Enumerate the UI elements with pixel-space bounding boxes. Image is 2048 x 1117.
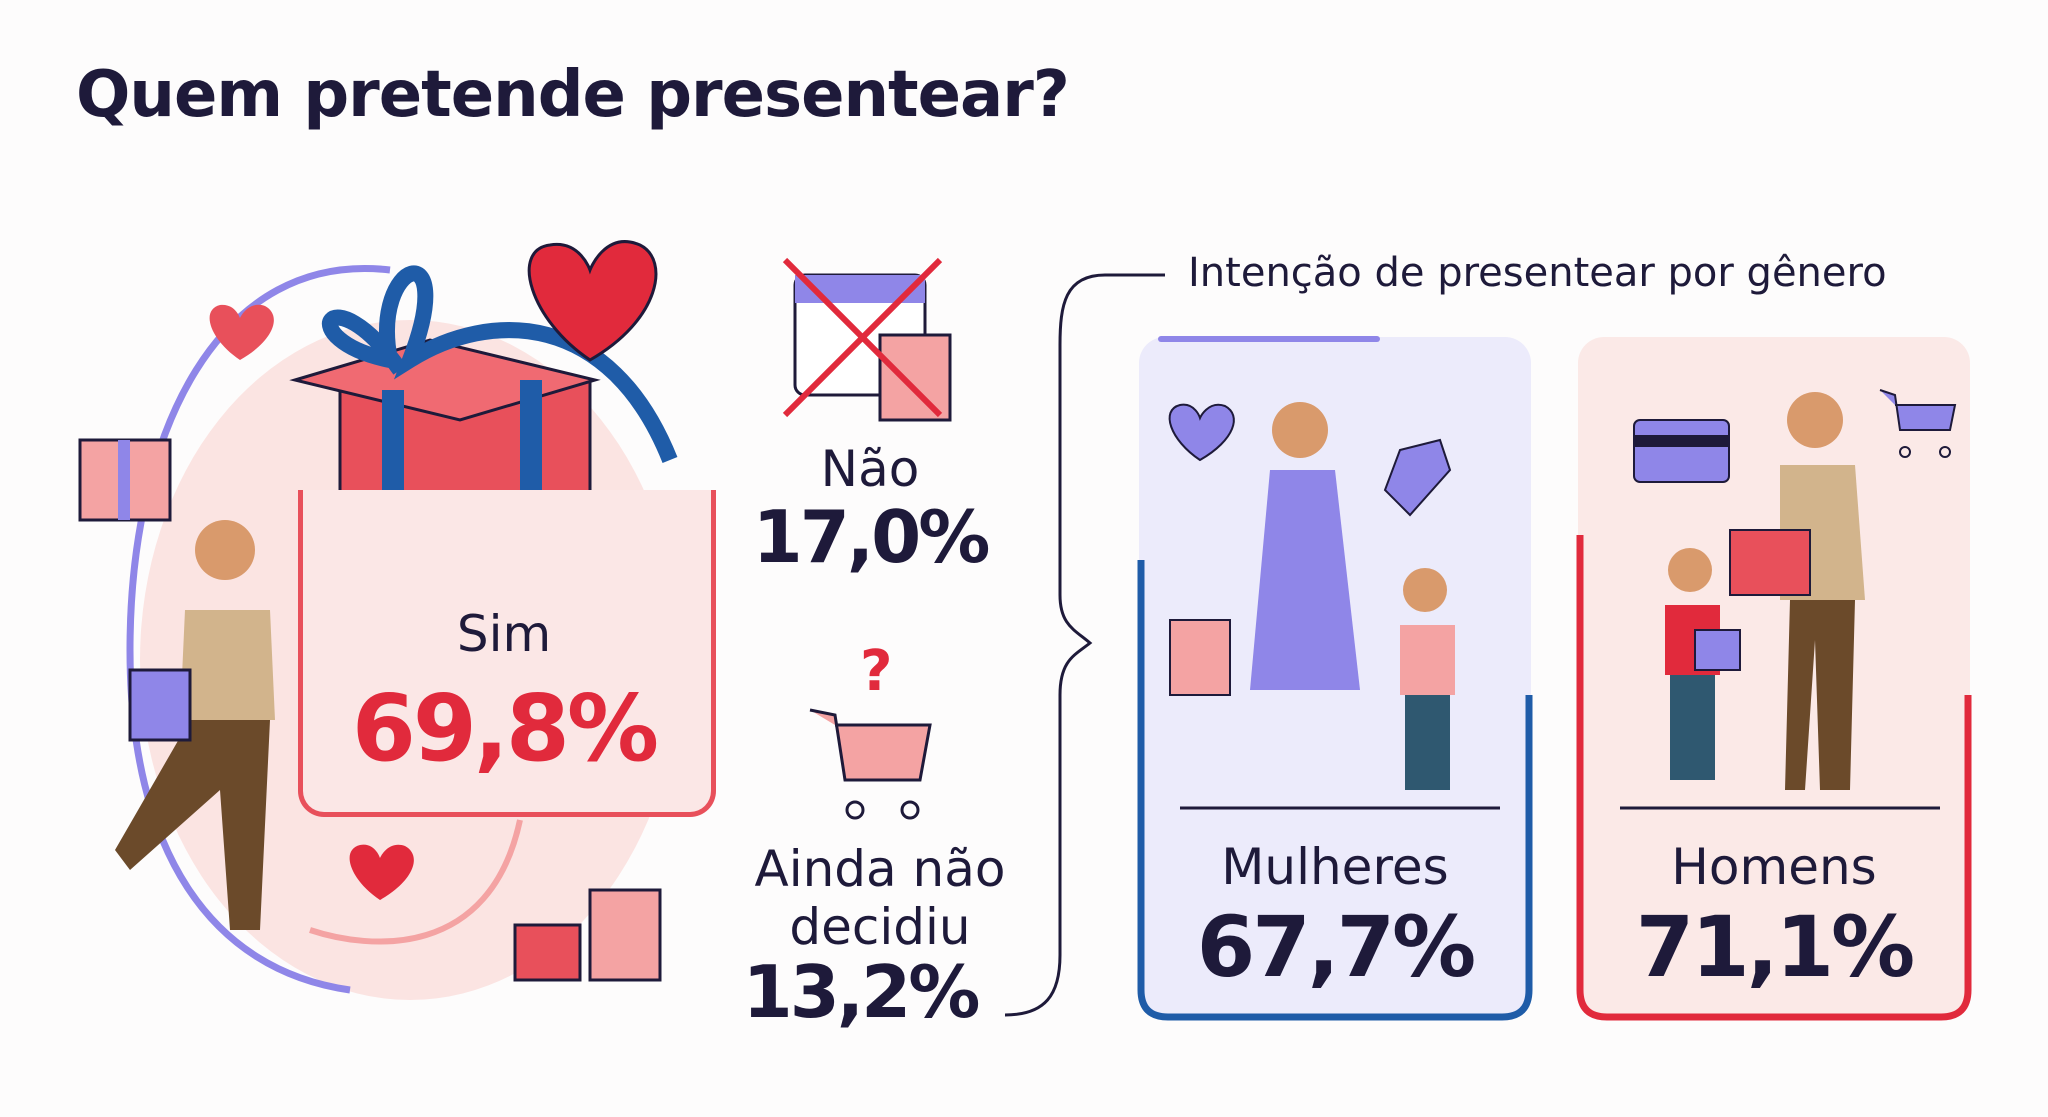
cart-question-icon: ? <box>809 640 932 820</box>
page-title: Quem pretende presentear? <box>76 58 1070 132</box>
brace-divider <box>1004 273 1165 1017</box>
women-value: 67,7% <box>1196 898 1476 996</box>
heart-icon <box>209 304 274 360</box>
calendar-crossed-icon <box>782 257 952 422</box>
svg-text:?: ? <box>860 640 892 704</box>
shopping-bag-icon <box>513 888 662 982</box>
men-label: Homens <box>1671 838 1877 896</box>
men-value: 71,1% <box>1635 898 1915 996</box>
undecided-label: Ainda não decidiu <box>740 840 1020 956</box>
father-son-illustration <box>1620 389 1957 810</box>
card-border <box>1137 560 1533 1021</box>
mother-child-illustration <box>1168 402 1500 810</box>
gender-heading: Intenção de presentear por gênero <box>1188 250 1887 296</box>
credit-card-icon <box>1633 419 1730 483</box>
women-label: Mulheres <box>1221 838 1449 896</box>
no-label: Não <box>820 440 920 498</box>
cart-icon <box>1879 389 1957 458</box>
undecided-value: 13,2% <box>742 950 981 1034</box>
card-border <box>1576 535 1972 1021</box>
gift-box-icon <box>78 438 172 522</box>
undecided-label-line1: Ainda não <box>754 840 1006 898</box>
yes-box <box>298 490 716 817</box>
heart-icon <box>349 844 414 900</box>
heart-icon <box>527 240 658 362</box>
heart-icon <box>1168 403 1235 462</box>
undecided-label-line2: decidiu <box>789 898 971 956</box>
no-value: 17,0% <box>752 495 991 579</box>
yes-label: Sim <box>456 605 552 663</box>
price-tag-icon <box>1383 438 1452 517</box>
card-accent <box>1158 336 1380 342</box>
woman-figure <box>115 520 275 930</box>
yes-value: 69,8% <box>351 675 659 782</box>
